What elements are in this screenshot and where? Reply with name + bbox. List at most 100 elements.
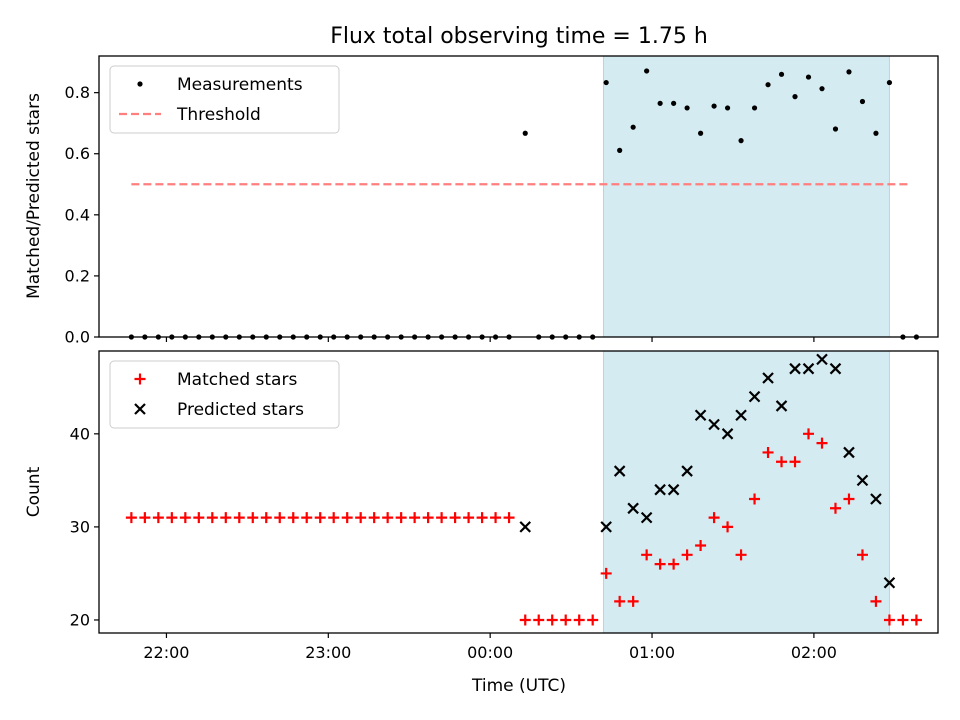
- predicted-stars-point: [600, 521, 612, 533]
- measurements-point: [630, 124, 636, 130]
- matched-stars-point: [314, 512, 326, 524]
- matched-stars-point: [614, 595, 626, 607]
- x-axis-label: Time (UTC): [471, 676, 566, 696]
- matched-stars-point: [519, 614, 531, 626]
- y-tick-label: 0.4: [65, 205, 90, 224]
- legend-swatch: [134, 403, 146, 415]
- matched-stars-point: [735, 549, 747, 561]
- matched-stars-point: [409, 512, 421, 524]
- predicted-stars-point: [843, 446, 855, 459]
- predicted-stars-point: [640, 511, 653, 524]
- matched-stars-point: [897, 614, 909, 626]
- measurements-point: [873, 130, 879, 136]
- matched-stars-point: [382, 512, 394, 524]
- predicted-stars-point: [883, 576, 896, 589]
- predicted-stars-point: [762, 372, 774, 384]
- predicted-stars-point: [748, 390, 761, 403]
- matched-stars-point: [436, 512, 448, 524]
- top-axes: 0.0 0.2 0.4 0.6 0.8 Measurements Threshold: [65, 55, 939, 347]
- predicted-stars-point: [775, 400, 788, 412]
- measurements-point: [522, 130, 528, 136]
- matched-stars-point: [206, 512, 218, 524]
- y-tick-label: 0.2: [65, 266, 90, 285]
- measurements-point: [765, 82, 771, 88]
- matched-stars-point: [654, 558, 666, 570]
- bottom-y-label: Count: [24, 466, 44, 517]
- predicted-stars-point: [519, 521, 532, 533]
- matched-stars-point: [179, 512, 191, 524]
- matched-stars-point: [776, 456, 788, 468]
- measurements-point: [846, 69, 852, 75]
- legend-swatch: [137, 81, 143, 87]
- matched-stars-point: [762, 446, 774, 458]
- y-tick-label: 30: [70, 517, 90, 536]
- predicted-stars-point: [694, 409, 707, 421]
- x-tick-label: 22:00: [143, 643, 189, 662]
- matched-stars-point: [600, 567, 612, 579]
- matched-stars-point: [395, 512, 407, 524]
- predicted-stars-point: [667, 483, 680, 496]
- legend-box: [109, 65, 340, 134]
- measurements-point: [617, 147, 623, 153]
- chart-title: Flux total observing time = 1.75 h: [330, 24, 708, 49]
- matched-stars-point: [641, 549, 653, 561]
- matched-stars-point: [856, 549, 868, 561]
- matched-stars-point: [125, 512, 137, 524]
- measurements-point: [859, 98, 866, 105]
- matched-stars-point: [139, 512, 151, 524]
- matched-stars-point: [274, 512, 286, 524]
- x-tick-label: 23:00: [305, 643, 351, 662]
- matched-stars-point: [463, 512, 475, 524]
- matched-stars-point: [910, 614, 922, 626]
- y-tick-label: 20: [70, 610, 90, 629]
- legend-box: [109, 360, 340, 429]
- matched-stars-point: [490, 512, 502, 524]
- matched-stars-point: [301, 512, 313, 524]
- matched-stars-point: [233, 512, 245, 524]
- legend-label: Predicted stars: [177, 400, 304, 420]
- matched-stars-point: [627, 595, 639, 607]
- predicted-stars-point: [708, 418, 720, 431]
- matched-stars-point: [883, 614, 895, 626]
- matched-stars-point: [247, 512, 259, 524]
- predicted-stars-point: [816, 353, 828, 366]
- axes-frame: [98, 55, 939, 338]
- measurements-point: [671, 100, 677, 106]
- measurements-point: [697, 130, 704, 136]
- matched-stars-point: [422, 512, 434, 524]
- highlight-span: [602, 350, 890, 634]
- matched-stars-point: [587, 614, 599, 626]
- y-tick-label: 0.6: [65, 144, 90, 163]
- measurements-point: [778, 71, 785, 77]
- measurements-point: [711, 103, 717, 109]
- predicted-stars-point: [627, 502, 639, 515]
- predicted-stars-point: [870, 493, 882, 505]
- matched-stars-point: [368, 512, 380, 524]
- matched-stars-point: [328, 512, 340, 524]
- matched-stars-point: [287, 512, 299, 524]
- predicted-stars-point: [654, 483, 666, 496]
- measurements-point: [738, 138, 744, 144]
- matched-stars-point: [476, 512, 488, 524]
- matched-stars-point: [166, 512, 178, 524]
- predicted-stars-point: [613, 465, 626, 477]
- measurements-point: [819, 86, 825, 92]
- legend-swatch: [134, 373, 146, 385]
- y-tick-label: 0.8: [65, 83, 90, 102]
- measurements-point: [724, 105, 731, 111]
- matched-stars-point: [695, 540, 707, 552]
- matched-stars-point: [843, 493, 855, 505]
- measurements-point: [684, 105, 690, 111]
- matched-stars-point: [355, 512, 367, 524]
- matched-stars-point: [152, 512, 164, 524]
- measurements-point: [603, 79, 609, 86]
- matched-stars-point: [533, 614, 545, 626]
- matched-stars-point: [573, 614, 585, 626]
- axes-frame: [98, 350, 939, 634]
- matched-stars-point: [668, 558, 680, 570]
- matched-stars-point: [829, 502, 841, 514]
- matched-stars-point: [708, 512, 720, 524]
- measurements-point: [886, 79, 893, 86]
- matched-stars-point: [193, 512, 205, 524]
